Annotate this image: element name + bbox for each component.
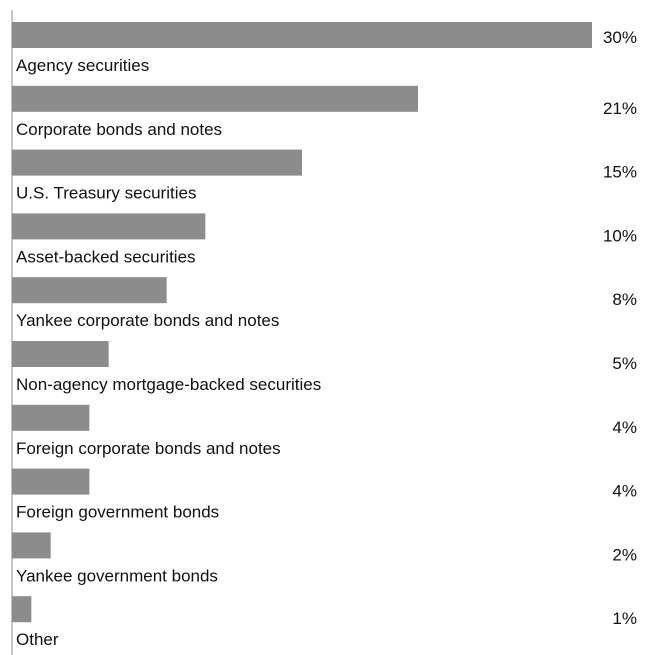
category-label: Asset-backed securities xyxy=(16,247,196,266)
value-label: 15% xyxy=(603,163,637,182)
bar xyxy=(12,213,206,240)
category-label: Agency securities xyxy=(16,56,149,75)
category-label: U.S. Treasury securities xyxy=(16,184,196,203)
value-label: 4% xyxy=(612,482,637,501)
value-label: 10% xyxy=(603,226,637,245)
bar xyxy=(12,532,51,559)
category-label: Yankee government bonds xyxy=(16,566,218,585)
bars-group xyxy=(12,22,592,623)
bar xyxy=(12,85,418,112)
value-label: 5% xyxy=(612,354,637,373)
category-label: Foreign government bonds xyxy=(16,503,219,522)
bar xyxy=(12,404,90,431)
category-label: Foreign corporate bonds and notes xyxy=(16,439,281,458)
value-label: 1% xyxy=(612,609,637,628)
bar xyxy=(12,341,109,367)
category-label: Corporate bonds and notes xyxy=(16,120,222,139)
value-label: 8% xyxy=(612,290,637,309)
bar xyxy=(12,468,90,495)
category-label: Non-agency mortgage-backed securities xyxy=(16,375,321,394)
value-label: 30% xyxy=(603,28,637,47)
value-label: 21% xyxy=(603,99,637,118)
bar xyxy=(12,22,592,48)
category-label: Yankee corporate bonds and notes xyxy=(16,311,279,330)
bar xyxy=(12,149,302,176)
bar xyxy=(12,596,32,623)
value-label: 2% xyxy=(612,545,637,564)
bar xyxy=(12,277,167,304)
category-label: Other xyxy=(16,630,59,649)
labels-group: Agency securities 30% Corporate bonds and … xyxy=(16,28,637,649)
value-label: 4% xyxy=(612,418,637,437)
